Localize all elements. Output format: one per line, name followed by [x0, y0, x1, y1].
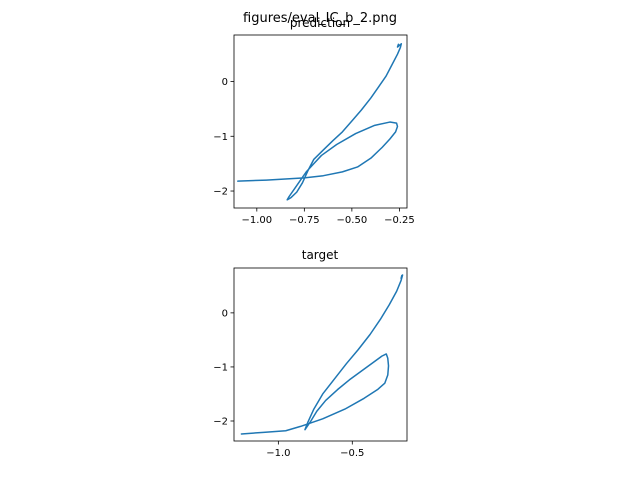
prediction-x-tick-label: −1.00 — [241, 215, 272, 226]
prediction-marks: −1.00 −0.75 −0.50 −0.25 −2 −1 0 — [213, 43, 415, 226]
target-axes: target −1.0 −0.5 −2 −1 0 — [213, 248, 408, 459]
prediction-plot-frame — [233, 34, 408, 209]
figure-suptitle: figures/eval_IC_b_2.png — [243, 11, 397, 26]
target-x-tick-label: −0.5 — [340, 448, 364, 459]
target-plot-frame — [233, 267, 408, 442]
target-y-tick-label: 0 — [222, 308, 228, 319]
target-y-tick-label: −1 — [213, 362, 228, 373]
target-marks: −1.0 −0.5 −2 −1 0 — [213, 274, 404, 459]
prediction-y-tick-label: −2 — [213, 187, 228, 198]
target-y-tick-label: −2 — [213, 416, 228, 427]
prediction-axes: prediction −1.00 −0.75 −0.50 −0.25 −2 −1 0 — [213, 16, 414, 226]
prediction-y-tick-label: 0 — [222, 77, 228, 88]
target-x-tick-label: −1.0 — [266, 448, 290, 459]
prediction-x-tick-label: −0.75 — [289, 215, 320, 226]
prediction-x-tick-label: −0.50 — [337, 215, 368, 226]
prediction-y-tick-label: −1 — [213, 132, 228, 143]
prediction-series-line — [237, 43, 403, 201]
target-series-line — [240, 274, 404, 435]
target-title: target — [302, 248, 339, 262]
prediction-title: prediction — [290, 16, 350, 30]
prediction-x-tick-label: −0.25 — [384, 215, 415, 226]
